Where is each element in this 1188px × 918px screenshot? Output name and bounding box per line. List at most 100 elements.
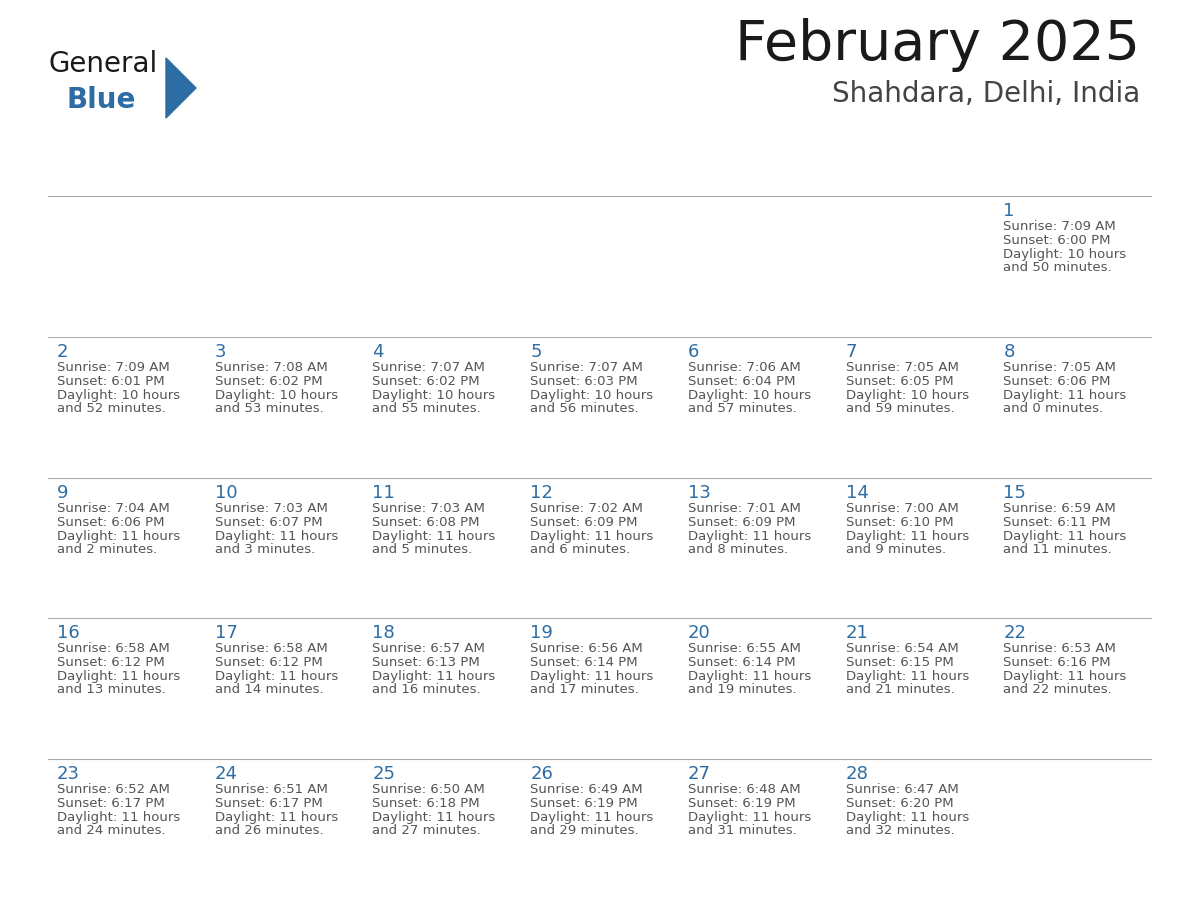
Text: Sunset: 6:01 PM: Sunset: 6:01 PM [57, 375, 165, 387]
Text: Sunrise: 7:04 AM: Sunrise: 7:04 AM [57, 501, 170, 515]
Text: Daylight: 11 hours: Daylight: 11 hours [1004, 389, 1126, 402]
Text: and 0 minutes.: and 0 minutes. [1004, 402, 1104, 415]
Text: Daylight: 11 hours: Daylight: 11 hours [57, 812, 181, 824]
Text: 12: 12 [530, 484, 554, 501]
Text: Daylight: 11 hours: Daylight: 11 hours [846, 812, 969, 824]
Text: Sunrise: 7:03 AM: Sunrise: 7:03 AM [372, 501, 486, 515]
Text: Blue: Blue [67, 86, 135, 114]
Text: Daylight: 11 hours: Daylight: 11 hours [372, 812, 495, 824]
Text: and 50 minutes.: and 50 minutes. [1004, 261, 1112, 274]
Polygon shape [166, 58, 196, 118]
Text: 16: 16 [57, 624, 80, 643]
Text: Daylight: 10 hours: Daylight: 10 hours [215, 389, 337, 402]
Text: and 8 minutes.: and 8 minutes. [688, 543, 788, 555]
Text: 6: 6 [688, 342, 700, 361]
Text: Sunrise: 6:49 AM: Sunrise: 6:49 AM [530, 783, 643, 796]
Text: 26: 26 [530, 766, 554, 783]
Text: and 24 minutes.: and 24 minutes. [57, 824, 165, 837]
Text: Sunset: 6:05 PM: Sunset: 6:05 PM [846, 375, 953, 387]
Text: Daylight: 11 hours: Daylight: 11 hours [530, 670, 653, 683]
Text: Sunrise: 6:53 AM: Sunrise: 6:53 AM [1004, 643, 1117, 655]
Text: 3: 3 [215, 342, 226, 361]
Text: Sunrise: 7:07 AM: Sunrise: 7:07 AM [530, 361, 643, 374]
Text: Daylight: 10 hours: Daylight: 10 hours [846, 389, 968, 402]
Text: and 27 minutes.: and 27 minutes. [372, 824, 481, 837]
Text: General: General [48, 50, 157, 78]
Text: Sunset: 6:11 PM: Sunset: 6:11 PM [1004, 516, 1111, 529]
Text: and 52 minutes.: and 52 minutes. [57, 402, 166, 415]
Text: Daylight: 11 hours: Daylight: 11 hours [215, 530, 337, 543]
Text: 22: 22 [1004, 624, 1026, 643]
Text: Sunset: 6:16 PM: Sunset: 6:16 PM [1004, 656, 1111, 669]
Text: 10: 10 [215, 484, 238, 501]
Text: Sunrise: 6:59 AM: Sunrise: 6:59 AM [1004, 501, 1116, 515]
Text: Sunrise: 6:56 AM: Sunrise: 6:56 AM [530, 643, 643, 655]
Text: and 19 minutes.: and 19 minutes. [688, 683, 796, 697]
Text: Sunrise: 7:09 AM: Sunrise: 7:09 AM [57, 361, 170, 374]
Text: Daylight: 11 hours: Daylight: 11 hours [530, 812, 653, 824]
Text: Daylight: 10 hours: Daylight: 10 hours [530, 389, 653, 402]
Text: Daylight: 10 hours: Daylight: 10 hours [688, 389, 811, 402]
Text: Sunrise: 6:55 AM: Sunrise: 6:55 AM [688, 643, 801, 655]
Text: Sunset: 6:19 PM: Sunset: 6:19 PM [530, 797, 638, 811]
Text: Daylight: 11 hours: Daylight: 11 hours [215, 812, 337, 824]
Text: Sunrise: 6:57 AM: Sunrise: 6:57 AM [372, 643, 486, 655]
Text: Daylight: 11 hours: Daylight: 11 hours [688, 530, 811, 543]
Text: 7: 7 [846, 342, 857, 361]
Text: Sunset: 6:12 PM: Sunset: 6:12 PM [215, 656, 322, 669]
Text: and 2 minutes.: and 2 minutes. [57, 543, 157, 555]
Text: and 32 minutes.: and 32 minutes. [846, 824, 954, 837]
Text: Daylight: 11 hours: Daylight: 11 hours [846, 670, 969, 683]
Text: Daylight: 10 hours: Daylight: 10 hours [57, 389, 181, 402]
Text: Sunset: 6:10 PM: Sunset: 6:10 PM [846, 516, 953, 529]
Text: 18: 18 [372, 624, 396, 643]
Text: 8: 8 [1004, 342, 1015, 361]
Text: 1: 1 [1004, 202, 1015, 220]
Text: 11: 11 [372, 484, 396, 501]
Text: Sunrise: 6:58 AM: Sunrise: 6:58 AM [57, 643, 170, 655]
Text: Sunrise: 7:03 AM: Sunrise: 7:03 AM [215, 501, 328, 515]
Text: Daylight: 11 hours: Daylight: 11 hours [57, 530, 181, 543]
Text: and 3 minutes.: and 3 minutes. [215, 543, 315, 555]
Text: Sunrise: 7:01 AM: Sunrise: 7:01 AM [688, 501, 801, 515]
Text: and 31 minutes.: and 31 minutes. [688, 824, 797, 837]
Text: Sunset: 6:20 PM: Sunset: 6:20 PM [846, 797, 953, 811]
Text: and 13 minutes.: and 13 minutes. [57, 683, 166, 697]
Text: Sunrise: 7:05 AM: Sunrise: 7:05 AM [846, 361, 959, 374]
Text: Sunset: 6:13 PM: Sunset: 6:13 PM [372, 656, 480, 669]
Text: Sunrise: 6:47 AM: Sunrise: 6:47 AM [846, 783, 959, 796]
Text: Sunrise: 6:50 AM: Sunrise: 6:50 AM [372, 783, 485, 796]
Text: 21: 21 [846, 624, 868, 643]
Text: Sunset: 6:17 PM: Sunset: 6:17 PM [215, 797, 322, 811]
Text: February 2025: February 2025 [735, 18, 1140, 72]
Text: Sunday: Sunday [58, 168, 125, 186]
Text: Daylight: 11 hours: Daylight: 11 hours [688, 670, 811, 683]
Text: Daylight: 11 hours: Daylight: 11 hours [846, 530, 969, 543]
Text: Sunrise: 7:08 AM: Sunrise: 7:08 AM [215, 361, 328, 374]
Text: Daylight: 10 hours: Daylight: 10 hours [1004, 248, 1126, 261]
Text: 24: 24 [215, 766, 238, 783]
Text: Daylight: 11 hours: Daylight: 11 hours [57, 670, 181, 683]
Text: and 6 minutes.: and 6 minutes. [530, 543, 631, 555]
Text: 15: 15 [1004, 484, 1026, 501]
Text: 27: 27 [688, 766, 710, 783]
Text: 25: 25 [372, 766, 396, 783]
Text: and 26 minutes.: and 26 minutes. [215, 824, 323, 837]
Text: 2: 2 [57, 342, 69, 361]
Text: and 5 minutes.: and 5 minutes. [372, 543, 473, 555]
Text: Monday: Monday [216, 168, 286, 186]
Text: and 56 minutes.: and 56 minutes. [530, 402, 639, 415]
Text: Sunrise: 6:52 AM: Sunrise: 6:52 AM [57, 783, 170, 796]
Text: Sunset: 6:15 PM: Sunset: 6:15 PM [846, 656, 953, 669]
Text: Daylight: 10 hours: Daylight: 10 hours [372, 389, 495, 402]
Text: 19: 19 [530, 624, 554, 643]
Text: and 22 minutes.: and 22 minutes. [1004, 683, 1112, 697]
Text: Shahdara, Delhi, India: Shahdara, Delhi, India [832, 80, 1140, 108]
Text: Daylight: 11 hours: Daylight: 11 hours [372, 670, 495, 683]
Text: 14: 14 [846, 484, 868, 501]
Text: 5: 5 [530, 342, 542, 361]
Text: Sunrise: 7:09 AM: Sunrise: 7:09 AM [1004, 220, 1116, 233]
Text: Sunset: 6:14 PM: Sunset: 6:14 PM [688, 656, 796, 669]
Text: 23: 23 [57, 766, 80, 783]
Text: 4: 4 [372, 342, 384, 361]
